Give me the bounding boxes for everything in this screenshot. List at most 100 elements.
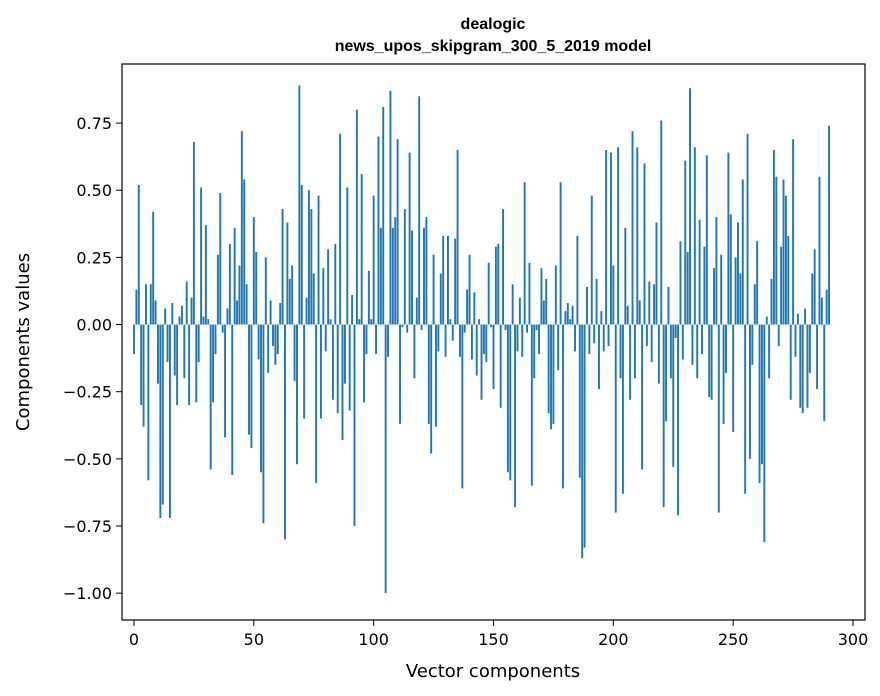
x-tick-label: 0 bbox=[129, 630, 139, 649]
bar bbox=[303, 324, 306, 419]
bar bbox=[799, 324, 802, 408]
bar bbox=[178, 316, 181, 325]
bar bbox=[209, 324, 212, 470]
bar bbox=[137, 184, 140, 325]
bar bbox=[737, 222, 739, 325]
bar bbox=[272, 324, 274, 347]
bar bbox=[739, 273, 742, 325]
bar bbox=[375, 324, 378, 355]
bar bbox=[569, 319, 572, 325]
bar bbox=[753, 284, 756, 325]
bar bbox=[502, 209, 505, 325]
bar bbox=[442, 235, 445, 325]
bar bbox=[298, 85, 301, 325]
bar bbox=[238, 265, 241, 325]
bar bbox=[154, 300, 157, 325]
bar bbox=[744, 324, 747, 494]
bar bbox=[449, 319, 452, 325]
bar bbox=[669, 324, 672, 379]
bar bbox=[602, 324, 605, 352]
bar bbox=[662, 324, 665, 508]
bar bbox=[760, 324, 763, 465]
bar bbox=[691, 324, 694, 365]
bar bbox=[233, 227, 236, 325]
bar bbox=[312, 273, 315, 325]
x-tick-label: 50 bbox=[244, 630, 264, 649]
bar bbox=[780, 246, 783, 325]
bar bbox=[794, 324, 797, 357]
bar bbox=[329, 319, 332, 325]
bar bbox=[425, 217, 428, 325]
bar bbox=[252, 217, 255, 325]
bar bbox=[600, 311, 603, 325]
bar bbox=[260, 324, 262, 473]
bar bbox=[226, 308, 229, 325]
x-tick-label: 250 bbox=[718, 630, 749, 649]
bar bbox=[514, 324, 517, 508]
bar bbox=[185, 281, 188, 325]
bar bbox=[212, 324, 215, 403]
bar bbox=[315, 324, 318, 484]
bar bbox=[324, 324, 327, 352]
bar bbox=[540, 268, 543, 325]
bar bbox=[468, 254, 471, 325]
bar bbox=[413, 324, 416, 379]
bar bbox=[521, 324, 524, 357]
bar bbox=[387, 324, 390, 357]
bar bbox=[228, 243, 231, 325]
bar bbox=[204, 225, 207, 325]
bar bbox=[657, 324, 660, 384]
bar bbox=[353, 324, 356, 526]
bar bbox=[777, 324, 780, 347]
bar bbox=[406, 324, 409, 333]
bar bbox=[240, 131, 243, 325]
bar bbox=[741, 179, 744, 325]
bar bbox=[305, 297, 308, 325]
bar bbox=[782, 179, 785, 325]
bar bbox=[775, 176, 778, 325]
bar bbox=[317, 195, 320, 325]
bar bbox=[787, 235, 790, 325]
bar bbox=[219, 192, 222, 325]
bar bbox=[542, 300, 545, 325]
bar bbox=[274, 324, 277, 365]
bar bbox=[202, 316, 205, 325]
bar bbox=[336, 324, 339, 414]
bar bbox=[578, 324, 581, 478]
bar bbox=[281, 209, 284, 325]
bar bbox=[710, 324, 713, 400]
bar bbox=[528, 262, 531, 325]
bar bbox=[526, 324, 529, 333]
bar bbox=[717, 324, 720, 513]
bar bbox=[511, 284, 514, 325]
x-tick-label: 300 bbox=[838, 630, 869, 649]
bar bbox=[420, 324, 423, 330]
bar bbox=[458, 324, 461, 357]
bar bbox=[681, 324, 684, 360]
bar bbox=[231, 324, 234, 475]
bar bbox=[751, 324, 754, 365]
x-tick-label: 200 bbox=[598, 630, 629, 649]
bar bbox=[142, 324, 145, 427]
y-tick-label: 0.75 bbox=[76, 114, 112, 133]
bar bbox=[763, 324, 766, 543]
bar bbox=[487, 262, 490, 325]
bar bbox=[638, 300, 641, 325]
bar bbox=[607, 324, 610, 347]
bar bbox=[367, 270, 370, 325]
bar bbox=[614, 324, 617, 513]
bar bbox=[430, 324, 433, 454]
bar bbox=[684, 160, 687, 325]
bar bbox=[748, 324, 751, 459]
bar bbox=[576, 235, 579, 325]
bar bbox=[147, 324, 150, 481]
bar bbox=[605, 149, 608, 325]
bar bbox=[456, 149, 459, 325]
bar bbox=[264, 257, 267, 325]
bar bbox=[590, 195, 593, 325]
bar bbox=[243, 179, 246, 325]
bar bbox=[384, 324, 387, 594]
y-tick-label: −0.50 bbox=[63, 450, 112, 469]
bar bbox=[538, 324, 540, 355]
